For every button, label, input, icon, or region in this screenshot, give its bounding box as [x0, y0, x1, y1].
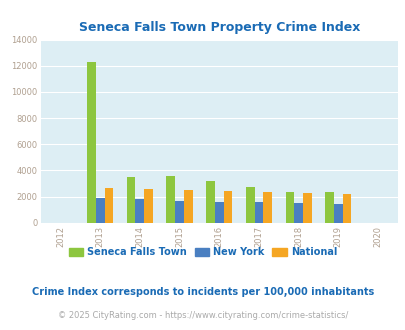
Text: Crime Index corresponds to incidents per 100,000 inhabitants: Crime Index corresponds to incidents per… [32, 287, 373, 297]
Bar [183, 190, 192, 223]
Bar [144, 189, 153, 223]
Bar [87, 62, 96, 223]
Text: © 2025 CityRating.com - https://www.cityrating.com/crime-statistics/: © 2025 CityRating.com - https://www.city… [58, 311, 347, 320]
Bar [214, 202, 223, 223]
Bar [166, 176, 175, 223]
Bar [104, 188, 113, 223]
Bar [285, 192, 294, 223]
Bar [342, 194, 351, 223]
Bar [333, 204, 342, 223]
Bar [324, 192, 333, 223]
Bar [263, 192, 271, 223]
Bar [294, 203, 302, 223]
Bar [175, 201, 183, 223]
Bar [245, 187, 254, 223]
Bar [302, 193, 311, 223]
Bar [223, 190, 232, 223]
Bar [254, 202, 263, 223]
Bar [96, 198, 104, 223]
Title: Seneca Falls Town Property Crime Index: Seneca Falls Town Property Crime Index [78, 21, 359, 34]
Bar [135, 199, 144, 223]
Bar [206, 181, 214, 223]
Legend: Seneca Falls Town, New York, National: Seneca Falls Town, New York, National [65, 243, 340, 261]
Bar [126, 177, 135, 223]
